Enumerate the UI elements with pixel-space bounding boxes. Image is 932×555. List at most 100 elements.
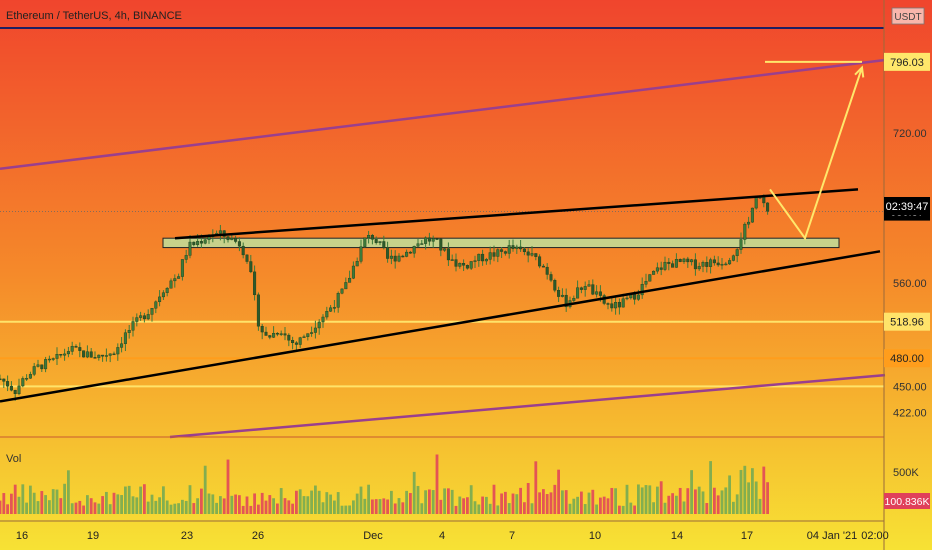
- candle-body: [488, 252, 492, 260]
- volume-bar: [595, 504, 598, 514]
- volume-bar: [177, 503, 180, 514]
- volume-bar: [424, 490, 427, 514]
- candle-body: [408, 251, 412, 254]
- volume-bar: [124, 486, 127, 514]
- candle-body: [389, 255, 393, 259]
- price-label-bg: [884, 52, 930, 71]
- candle-body: [446, 248, 450, 261]
- volume-bar: [333, 500, 336, 514]
- candle-body: [564, 294, 568, 308]
- volume-bar: [260, 492, 264, 514]
- candle-body: [169, 280, 173, 289]
- volume-bar: [279, 488, 283, 514]
- candle-body: [196, 241, 200, 245]
- volume-bar: [481, 496, 484, 514]
- volume-bar: [637, 484, 640, 514]
- symbol-title[interactable]: Ethereum / TetherUS, 4h, BINANCE: [6, 10, 182, 22]
- volume-bar: [393, 503, 397, 514]
- volume-current-label: 100.836K: [884, 493, 930, 509]
- volume-bar: [671, 493, 674, 514]
- volume-bar: [397, 498, 401, 514]
- volume-bar: [135, 497, 139, 514]
- volume-bar: [545, 494, 549, 514]
- volume-bar: [526, 482, 530, 514]
- candle-body: [469, 261, 473, 269]
- volume-bar: [694, 489, 697, 514]
- volume-pane-label: Vol: [6, 453, 21, 465]
- candle-body: [393, 255, 397, 262]
- volume-bar: [701, 491, 705, 514]
- volume-bar: [382, 498, 386, 514]
- candle-body: [218, 230, 222, 234]
- candle-body: [123, 332, 127, 344]
- candle-body: [116, 347, 120, 355]
- candle-body: [416, 243, 420, 247]
- candle-body: [70, 345, 74, 352]
- volume-bar: [648, 485, 652, 514]
- candle-body: [226, 236, 230, 241]
- trendline-support: [0, 250, 881, 403]
- candle-body: [663, 261, 667, 270]
- volume-bar: [101, 496, 104, 514]
- volume-bar: [63, 483, 66, 514]
- candle-body: [89, 351, 93, 358]
- volume-bar: [257, 504, 260, 514]
- volume-bar: [165, 500, 169, 514]
- candle-body: [253, 271, 257, 296]
- volume-bar: [200, 488, 203, 514]
- volume-bar: [409, 493, 412, 514]
- volume-bar: [420, 503, 424, 514]
- candle-body: [720, 263, 724, 266]
- volume-bar: [675, 495, 678, 514]
- volume-bar: [454, 505, 458, 514]
- candle-body: [165, 288, 169, 293]
- currency-badge[interactable]: USDT: [891, 7, 925, 25]
- volume-bar: [340, 505, 344, 514]
- candle-body: [82, 350, 86, 358]
- volume-bar: [55, 489, 59, 514]
- candle-body: [127, 330, 131, 333]
- candle-body: [625, 297, 629, 300]
- candle-body: [2, 378, 6, 382]
- candle-body: [36, 364, 40, 367]
- volume-bar: [496, 505, 500, 514]
- candle-body: [13, 389, 17, 395]
- candle-body: [310, 332, 314, 334]
- volume-bar: [139, 486, 142, 514]
- volume-bar: [663, 502, 667, 514]
- volume-bar: [215, 502, 218, 514]
- candle-body: [511, 245, 515, 249]
- candle-body: [317, 321, 321, 329]
- candle-body: [55, 354, 59, 359]
- candle-body: [207, 236, 211, 240]
- y-tick-label: 560.00: [893, 278, 927, 290]
- volume-bar: [40, 491, 44, 514]
- volume-bar: [629, 502, 633, 514]
- candle-body: [329, 307, 333, 312]
- candle-body: [728, 260, 732, 265]
- candle-body: [522, 248, 526, 253]
- volume-bar: [443, 488, 446, 514]
- candle-body: [503, 251, 507, 254]
- volume-bar: [222, 498, 226, 514]
- candle-body: [766, 202, 770, 212]
- candle-body: [25, 378, 29, 380]
- candle-body: [743, 223, 747, 240]
- volume-bar: [428, 489, 431, 514]
- volume-bar: [583, 504, 587, 514]
- volume-bar: [682, 501, 686, 514]
- price-axis[interactable]: 720.00 560.00 450.00 422.00: [893, 128, 927, 419]
- volume-bar: [758, 498, 762, 514]
- candle-body: [180, 259, 184, 277]
- time-axis[interactable]: 16 19 23 26 Dec 4 7 10 14 17 04 Jan '21 02:00: [16, 530, 889, 542]
- zone-rect: [162, 237, 840, 249]
- candle-body: [32, 366, 36, 375]
- volume-bar: [507, 503, 511, 514]
- volume-bar: [181, 499, 184, 514]
- volume-bar: [591, 489, 595, 514]
- candle-body: [161, 292, 165, 298]
- volume-bar: [519, 487, 522, 514]
- volume-bar: [13, 484, 17, 514]
- candle-body: [576, 287, 580, 299]
